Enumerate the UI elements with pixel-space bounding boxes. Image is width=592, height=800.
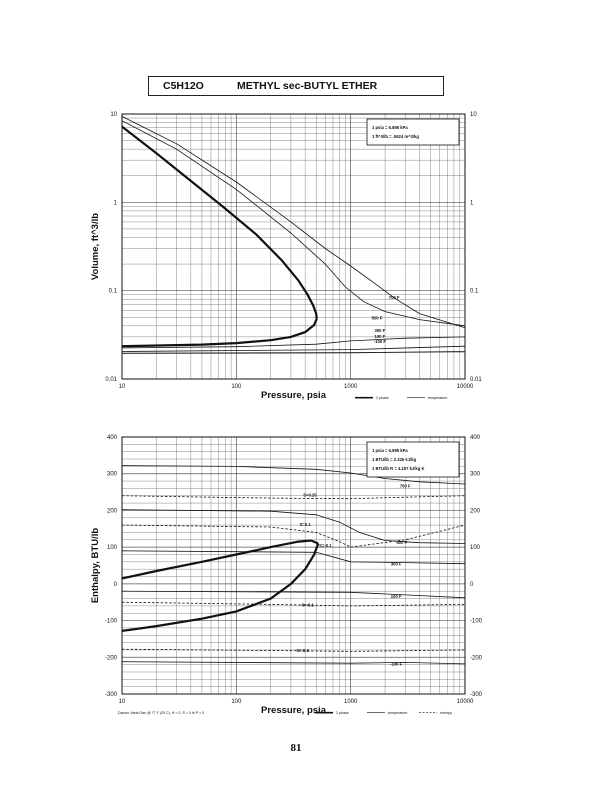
chart1-isotherm-300f <box>121 336 466 349</box>
chart1-y-tick-label-right: 0.01 <box>470 377 482 383</box>
chart1-conversion-line: 1 psia = 6.895 kPa <box>372 125 408 130</box>
chart1-x-tick-label: 1000 <box>344 384 358 390</box>
chart2-two-phase-vapor-curve <box>121 539 319 580</box>
chart2-legend-label: temperature <box>388 711 407 715</box>
chart1-y-tick-label-right: 10 <box>470 112 477 118</box>
chart2-x-tick-label: 10000 <box>457 699 474 705</box>
chart2-y-tick-label-right: 0 <box>470 582 474 588</box>
chart1-isotherm-label: 300 F <box>374 328 385 333</box>
chart2-isotherm-300f <box>121 550 466 565</box>
chart2-entropy-label: S=-0.1 <box>301 603 314 608</box>
chart2-legend-label: entropy <box>440 711 452 715</box>
page-number: 81 <box>290 742 302 754</box>
chart1-x-tick-label: 10000 <box>457 384 474 390</box>
chart2-y-tick-label-right: 400 <box>470 435 481 441</box>
chart1-y-tick-label-left: 0.1 <box>109 289 118 295</box>
chart2-conversion-box <box>366 441 460 478</box>
chart2-isotherm-label: 300 F <box>391 562 402 567</box>
chart1-two-phase-liquid-curve <box>121 318 318 348</box>
chart1-y-tick-label-left: 1 <box>114 200 118 206</box>
chart2-entropy-label: S=0.1 <box>300 522 312 527</box>
chart1-plot-frame <box>121 113 466 380</box>
chart2-y-tick-label-left: -200 <box>105 655 118 661</box>
chart1-isotherm-500f <box>121 120 466 327</box>
chart2-conversion-line: 1 BTU/lb R = 4.187 kJ/kg K <box>372 466 424 471</box>
chart1-legend-label: temperature <box>428 396 447 400</box>
chart1-isotherm-label: -100 F <box>374 339 387 344</box>
chart1-isotherm-100f <box>121 345 466 352</box>
chart2-isotherm-label: 500 F <box>396 540 407 545</box>
chart1-isotherm--100f <box>121 351 466 354</box>
chart2-isotherm-700f <box>121 465 466 485</box>
chart2-entropy-line <box>121 524 466 548</box>
chart2-y-tick-label-left: 0 <box>114 582 118 588</box>
chart2-conversion-line: 1 BTU/lb = 2.326 kJ/kg <box>372 457 417 462</box>
chart2-two-phase-liquid-curve <box>121 543 320 632</box>
chart2-entropy-label: S=-0.1 <box>319 543 332 548</box>
chart1-isotherm-label: 100 F <box>374 334 385 339</box>
chart2-entropy-line <box>121 495 466 500</box>
chart1-isotherm-label: 500 F <box>372 316 383 321</box>
chart2-y-tick-label-right: -200 <box>470 655 483 661</box>
chart2-y-tick-label-right: -100 <box>470 619 483 625</box>
chart2-plot-frame <box>121 436 466 695</box>
chart2-y-tick-label-right: 200 <box>470 508 481 514</box>
chart1-grid <box>121 114 465 380</box>
chart2-y-tick-label-left: 100 <box>107 545 118 551</box>
chart2-isotherm-label: 100 F <box>391 594 402 599</box>
chart2-x-tick-label: 100 <box>231 699 242 705</box>
chart2-entropy-label: S=-0.3 <box>296 648 309 653</box>
chart2-conversion-line: 1 psia = 6.895 kPa <box>372 448 408 453</box>
chart-title-box: C5H12O METHYL sec-BUTYL ETHER <box>148 76 444 96</box>
chart1-legend-label: 2 phase <box>376 396 389 400</box>
chart2-entropy-label: S=0.25 <box>303 492 317 497</box>
chart1-x-tick-label: 10 <box>119 384 126 390</box>
chart1-x-tick-label: 100 <box>231 384 242 390</box>
chart1-x-axis-label: Pressure, psia <box>261 390 327 401</box>
chart1-y-axis-label: Volume, ft^3/lb <box>90 213 101 280</box>
chart1-conversion-box <box>366 118 460 146</box>
chart2-y-tick-label-left: 300 <box>107 472 118 478</box>
chart2-isotherm-500f <box>121 509 466 544</box>
chart2-y-tick-label-right: 300 <box>470 472 481 478</box>
chart1-y-tick-label-left: 10 <box>110 112 117 118</box>
chart2-y-tick-label-left: 400 <box>107 435 118 441</box>
chart1-two-phase-vapor-curve <box>121 125 318 319</box>
chart2-y-tick-label-right: 100 <box>470 545 481 551</box>
chart1-y-tick-label-right: 1 <box>470 200 474 206</box>
chart2-entropy-line <box>121 648 466 652</box>
chart2-entropy-line <box>121 601 466 607</box>
chart1-conversion-line: 1 ft^3/lb = .0624 m^3/kg <box>372 134 419 139</box>
chemical-formula: C5H12O <box>163 80 204 92</box>
chart2-isotherm-label: 700 F <box>400 484 411 489</box>
chart1-y-tick-label-left: 0.01 <box>105 377 117 383</box>
chart2-x-tick-label: 1000 <box>344 699 358 705</box>
chart2-isotherm-100f <box>121 590 466 599</box>
chemical-name: METHYL sec-BUTYL ETHER <box>237 80 378 92</box>
chart1-isotherm-label: 700 F <box>389 295 400 300</box>
chart2-y-tick-label-right: -300 <box>470 692 483 698</box>
chart2-isotherm--100f <box>121 661 466 665</box>
chart2-legend-label: 2 phase <box>336 711 349 715</box>
chart1-y-tick-label-right: 0.1 <box>470 289 479 295</box>
chart2-isotherm-label: -100 F <box>390 661 403 666</box>
chart2-x-tick-label: 10 <box>119 699 126 705</box>
chart2-y-axis-label: Enthalpy, BTU/lb <box>90 528 101 603</box>
chart1-isotherm-700f <box>121 116 466 329</box>
chart2-y-tick-label-left: -100 <box>105 619 118 625</box>
chart2-footnote: Datum: Ideal Gas @ 77 F (25 C), H = 0, S… <box>118 711 204 715</box>
chart2-y-tick-label-left: 200 <box>107 508 118 514</box>
chart2-y-tick-label-left: -300 <box>105 692 118 698</box>
chart2-x-axis-label: Pressure, psia <box>261 705 327 716</box>
